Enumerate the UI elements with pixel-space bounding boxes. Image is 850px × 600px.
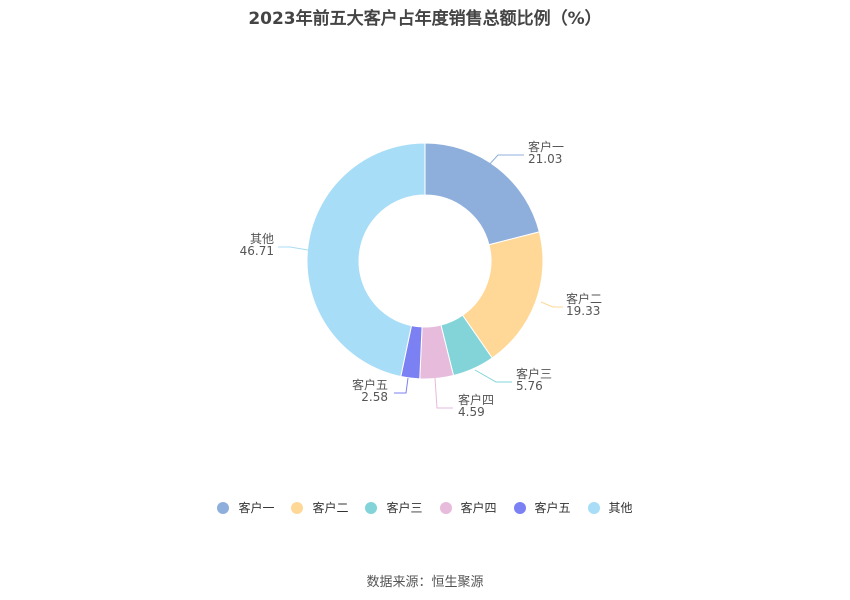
slice-value-0: 21.03 [528,152,562,166]
legend-swatch-3 [439,501,452,514]
legend-label-3: 客户四 [460,501,497,515]
legend-label-5: 其他 [608,501,633,515]
slice-value-3: 4.59 [458,405,485,419]
leader-line-2 [474,369,512,383]
legend-item-3[interactable]: 客户四 [439,499,497,516]
slice-value-2: 5.76 [516,379,543,393]
legend-label-0: 客户一 [238,501,275,515]
legend-label-1: 客户二 [312,501,349,515]
legend-item-1[interactable]: 客户二 [291,499,348,516]
legend-swatch-4 [513,501,526,514]
donut-slice-0[interactable] [424,142,540,246]
slice-value-5: 46.71 [240,244,274,258]
slice-label-2: 客户三 [516,366,552,381]
donut-slice-5[interactable] [306,142,426,378]
legend: 客户一 客户二 客户三 客户四 客户五 其他 [0,499,850,516]
leader-line-0 [487,154,524,167]
legend-item-5[interactable]: 其他 [587,499,633,516]
chart-title: 2023年前五大客户占年度销售总额比例（%） [248,9,602,29]
slice-value-4: 2.58 [361,390,388,404]
leader-line-3 [434,377,453,409]
legend-swatch-0 [217,501,230,514]
slice-label-4: 客户五 [352,377,388,392]
slice-label-1: 客户二 [566,291,602,306]
slice-value-1: 19.33 [566,304,600,318]
leader-line-1 [540,301,563,308]
slice-label-3: 客户四 [458,392,494,407]
leader-line-4 [394,377,409,394]
data-source-note: 数据来源：恒生聚源 [366,575,484,590]
legend-label-2: 客户三 [386,501,423,515]
slice-label-0: 客户一 [528,139,564,154]
slice-label-5: 其他 [250,232,274,246]
legend-swatch-1 [291,501,304,514]
legend-swatch-2 [365,501,378,514]
legend-item-4[interactable]: 客户五 [513,499,571,516]
legend-swatch-5 [587,501,600,514]
legend-label-4: 客户五 [534,501,571,515]
legend-item-2[interactable]: 客户三 [365,499,423,516]
leader-line-5 [278,246,309,251]
legend-item-0[interactable]: 客户一 [217,499,274,516]
